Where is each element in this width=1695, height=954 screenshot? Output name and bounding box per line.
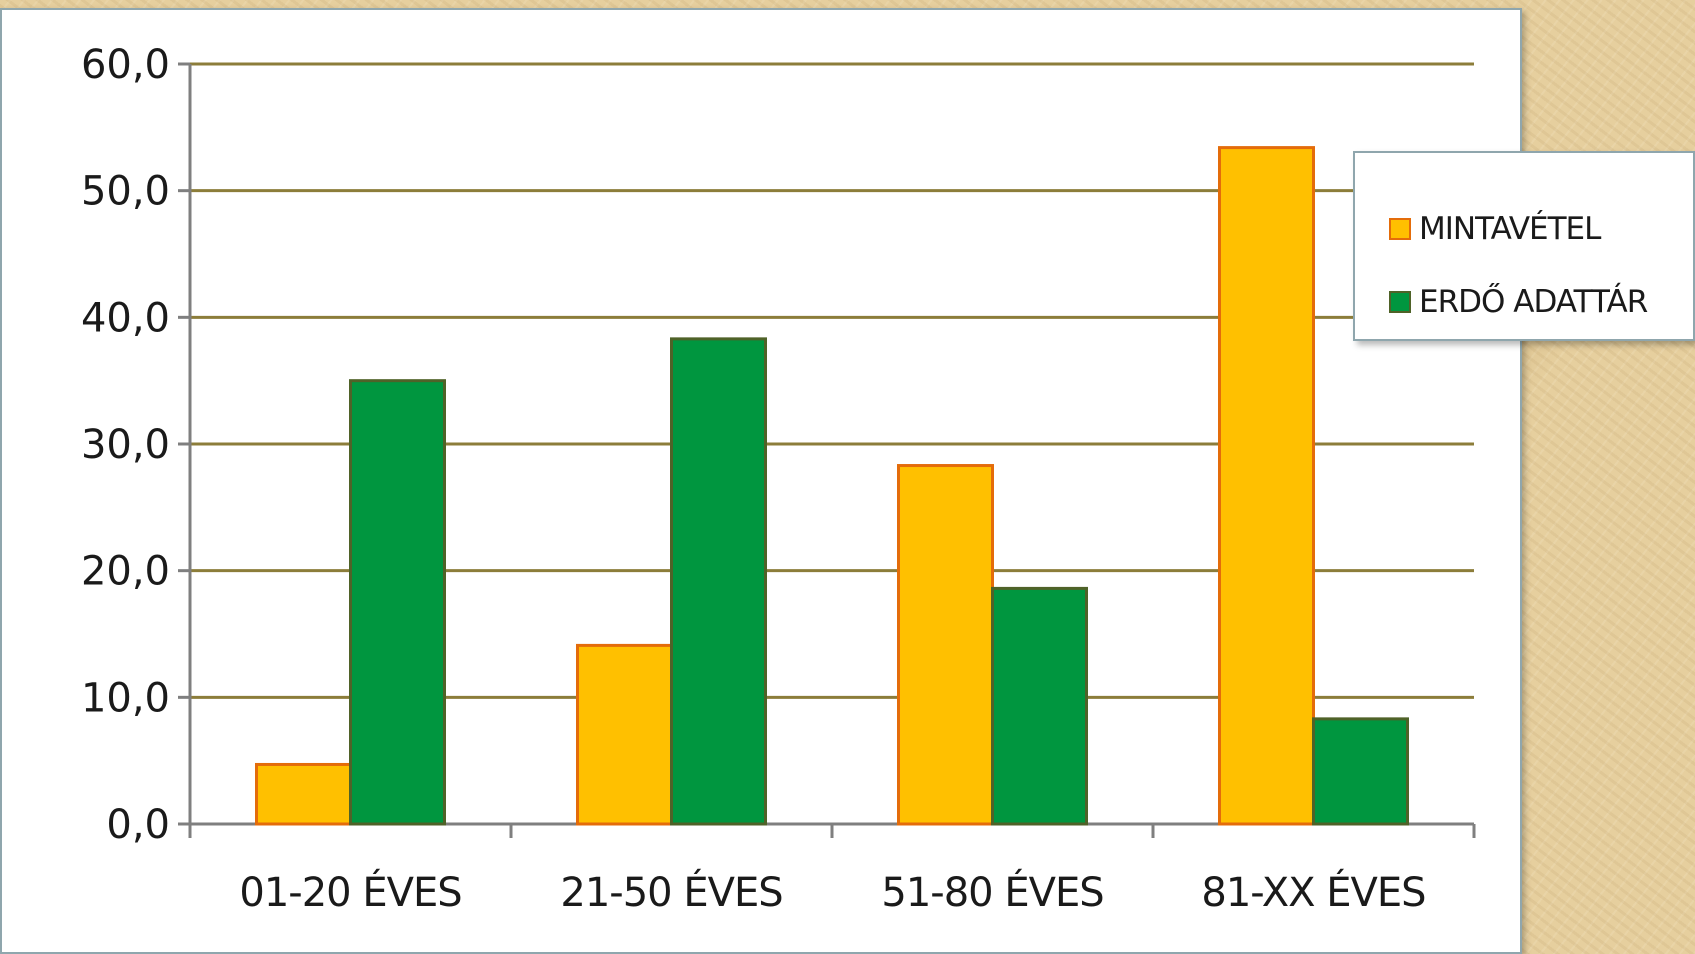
bar-erd-adatt-r-2	[991, 586, 1088, 826]
x-category-label: 81-XX ÉVES	[1201, 868, 1425, 916]
x-category-label: 21-50 ÉVES	[560, 868, 782, 916]
legend: MINTAVÉTEL ERDŐ ADATTÁR	[1353, 151, 1695, 341]
legend-item-erdo-adattar: ERDŐ ADATTÁR	[1389, 284, 1648, 320]
bar-mintav-tel-2	[897, 464, 994, 826]
y-tick-label: 40,0	[81, 295, 170, 341]
x-category-label: 01-20 ÉVES	[239, 868, 461, 916]
y-tick-label: 10,0	[81, 675, 170, 721]
bar-erd-adatt-r-1	[670, 337, 767, 826]
y-tick-label: 60,0	[81, 42, 170, 88]
bar-mintav-tel-3	[1218, 146, 1315, 826]
bar-erd-adatt-r-3	[1312, 717, 1409, 826]
y-tick-label: 50,0	[81, 169, 170, 215]
bar-erd-adatt-r-0	[349, 379, 446, 826]
legend-item-mintavetel: MINTAVÉTEL	[1389, 211, 1601, 247]
y-tick-label: 20,0	[81, 549, 170, 595]
legend-label-mintavetel: MINTAVÉTEL	[1419, 211, 1601, 247]
bar-mintav-tel-0	[255, 762, 352, 826]
x-category-label: 51-80 ÉVES	[881, 868, 1103, 916]
legend-swatch-mintavetel	[1389, 218, 1411, 240]
legend-swatch-erdo-adattar	[1389, 291, 1411, 313]
legend-label-erdo-adattar: ERDŐ ADATTÁR	[1419, 284, 1648, 320]
y-tick-label: 30,0	[81, 422, 170, 468]
bar-mintav-tel-1	[576, 643, 673, 826]
y-tick-label: 0,0	[106, 802, 170, 848]
